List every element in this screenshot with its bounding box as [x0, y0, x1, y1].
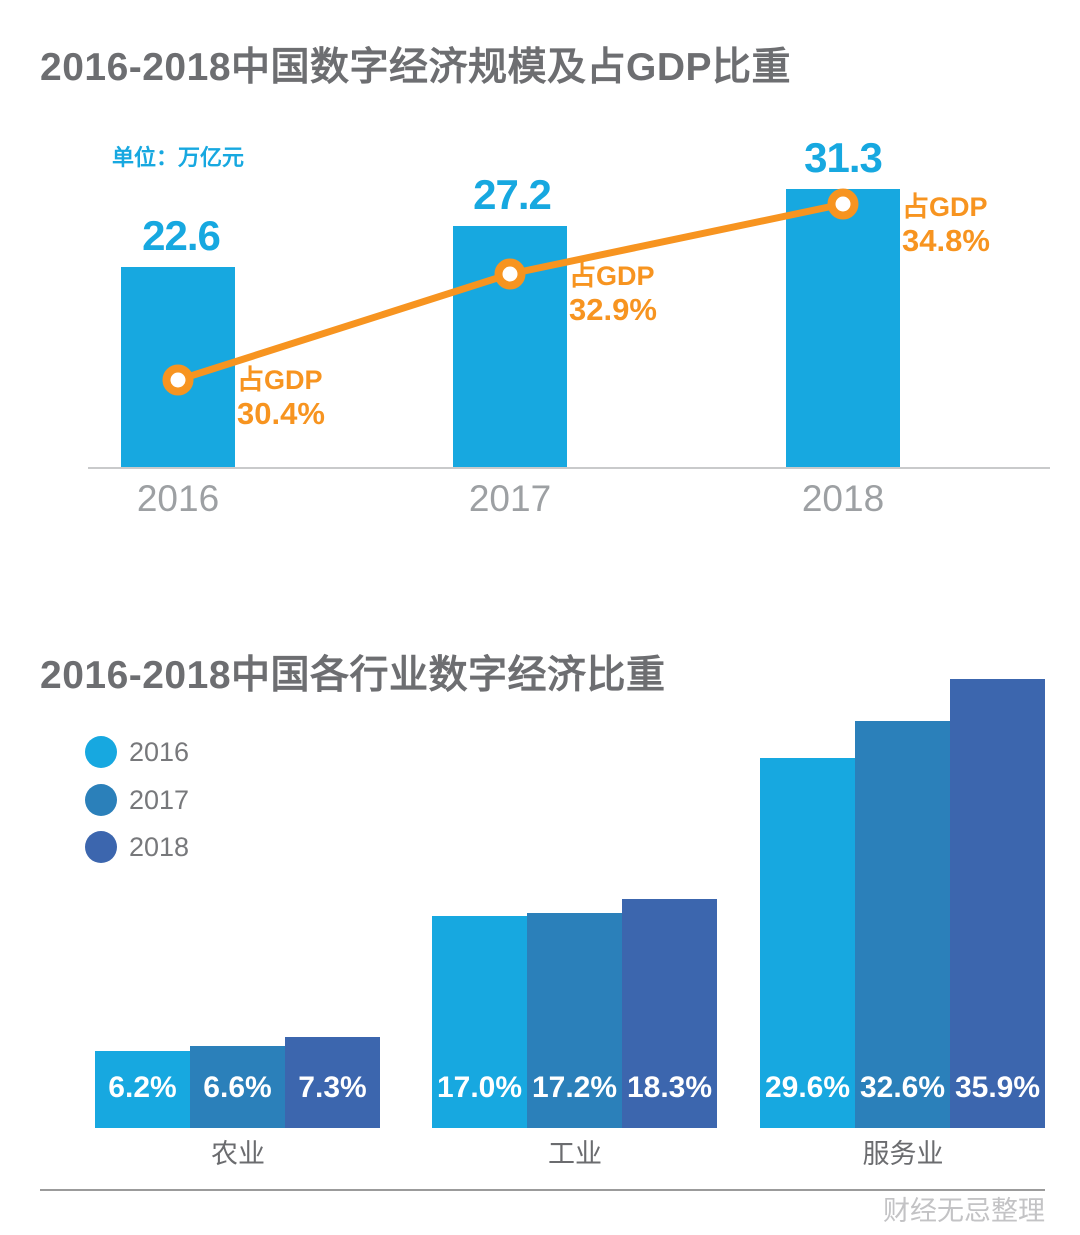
x-tick-2018: 2018: [801, 478, 885, 519]
gdp-annotation-prefix: 占GDP: [902, 192, 988, 222]
gdp-annotation-2016: 占GDP 30.4%: [237, 365, 325, 432]
category-label-industry: 工业: [548, 1139, 602, 1169]
bar-value-label-2017: 27.2: [473, 171, 552, 218]
chart1-title: 2016-2018中国数字经济规模及占GDP比重: [40, 46, 792, 89]
bar-value-label-2016: 22.6: [142, 212, 221, 259]
chart2-title: 2016-2018中国各行业数字经济比重: [40, 654, 666, 697]
bar-industry-2017: [527, 913, 622, 1128]
legend-swatch-2017: [85, 784, 117, 816]
gdp-annotation-2017: 占GDP 32.9%: [569, 261, 657, 328]
category-label-services: 服务业: [862, 1139, 944, 1169]
bar-label-services-2017: 32.6%: [859, 1071, 946, 1104]
gdp-annotation-value: 34.8%: [902, 223, 990, 259]
legend-label-2016: 2016: [129, 736, 190, 767]
chart1-unit-label: 单位：万亿元: [112, 145, 245, 170]
bar-label-agriculture-2016: 6.2%: [108, 1071, 177, 1104]
bar-value-label-2018: 31.3: [804, 134, 883, 181]
bar-services-2016: [760, 758, 855, 1128]
gdp-annotation-prefix: 占GDP: [237, 365, 323, 395]
gdp-annotation-prefix: 占GDP: [569, 261, 655, 291]
bar-scale-2017: [453, 226, 567, 468]
gdp-annotation-2018: 占GDP 34.8%: [902, 192, 990, 259]
footer-divider: [40, 1189, 1045, 1191]
credit-text: 财经无忌整理: [883, 1196, 1045, 1226]
bar-label-industry-2017: 17.2%: [531, 1071, 618, 1104]
gdp-annotation-value: 32.9%: [569, 292, 657, 328]
legend-item-2018: 2018: [85, 831, 189, 863]
gdp-annotation-value: 30.4%: [237, 396, 325, 432]
bar-agriculture-2016: [95, 1051, 190, 1128]
bar-label-services-2016: 29.6%: [764, 1071, 851, 1104]
bar-agriculture-2018: [285, 1037, 380, 1128]
bar-scale-2016: [121, 267, 235, 468]
bar-services-2017: [855, 721, 950, 1128]
bar-industry-2016: [432, 916, 527, 1128]
legend-label-2018: 2018: [129, 831, 190, 862]
bar-label-agriculture-2017: 6.6%: [203, 1071, 272, 1104]
bar-services-2018: [950, 679, 1045, 1128]
bar-label-industry-2018: 18.3%: [626, 1071, 713, 1104]
bar-agriculture-2017: [190, 1046, 285, 1128]
legend-swatch-2018: [85, 831, 117, 863]
legend-label-2017: 2017: [129, 784, 190, 815]
chart1-x-axis: [88, 467, 1050, 469]
category-label-agriculture: 农业: [211, 1139, 265, 1169]
bar-scale-2018: [786, 189, 900, 468]
bar-label-services-2018: 35.9%: [954, 1071, 1041, 1104]
legend-item-2016: 2016: [85, 736, 189, 768]
legend-swatch-2016: [85, 736, 117, 768]
bar-industry-2018: [622, 899, 717, 1128]
bar-label-agriculture-2018: 7.3%: [298, 1071, 367, 1104]
legend-item-2017: 2017: [85, 784, 189, 816]
x-tick-2016: 2016: [136, 478, 220, 519]
bar-label-industry-2016: 17.0%: [436, 1071, 523, 1104]
x-tick-2017: 2017: [468, 478, 552, 519]
